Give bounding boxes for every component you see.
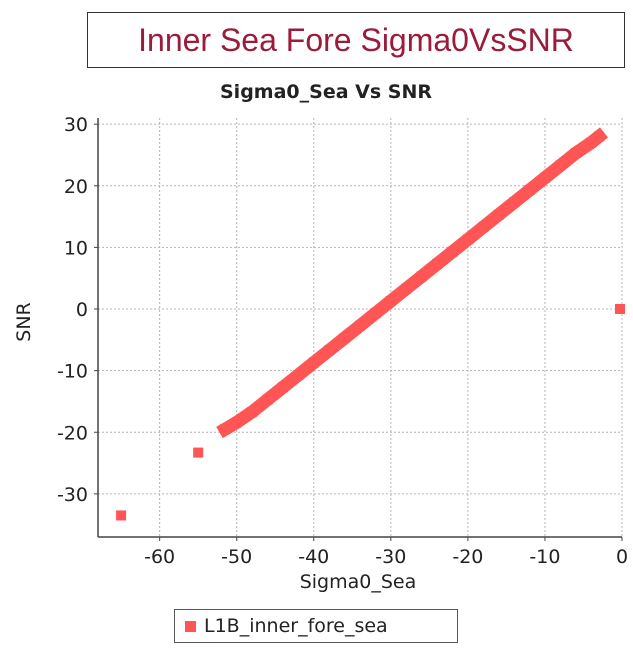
data-point <box>509 197 520 208</box>
legend-label: L1B_inner_fore_sea <box>204 615 388 637</box>
x-tick-label: -60 <box>144 546 175 568</box>
chart-title: Sigma0_Sea Vs SNR <box>220 81 432 103</box>
y-tick-label: -20 <box>57 422 88 444</box>
legend: L1B_inner_fore_sea <box>174 609 458 643</box>
axes <box>94 118 623 541</box>
legend-swatch <box>185 620 196 632</box>
data-point <box>385 296 396 307</box>
page-title: Inner Sea Fore Sigma0VsSNR <box>138 21 574 58</box>
y-tick-label: 0 <box>76 299 88 321</box>
y-tick-label: 30 <box>64 114 88 136</box>
series-points <box>116 131 625 521</box>
scatter-chart: Sigma0_Sea Vs SNR -60 -50 -40 -30 -20 -10 0 30 2… <box>13 81 628 593</box>
data-point <box>593 131 604 142</box>
y-tick-label: 20 <box>64 176 88 198</box>
data-point <box>308 357 319 368</box>
data-point <box>277 382 288 393</box>
data-point <box>247 406 258 417</box>
data-point <box>447 246 458 257</box>
x-tick-label: -10 <box>529 546 560 568</box>
x-axis-label: Sigma0_Sea <box>300 571 417 593</box>
data-point <box>193 447 204 458</box>
x-tick-label: -40 <box>298 546 329 568</box>
data-point <box>524 185 535 196</box>
data-point <box>355 320 365 331</box>
data-point <box>293 369 304 380</box>
y-tick-label: -30 <box>57 484 88 506</box>
data-point <box>586 137 597 148</box>
x-tick-label: 0 <box>616 546 628 568</box>
data-point <box>416 271 427 282</box>
data-point <box>478 222 489 233</box>
data-point <box>570 148 581 159</box>
data-point <box>432 259 443 270</box>
y-tick-label: 10 <box>64 237 88 259</box>
data-point <box>370 308 381 319</box>
data-point <box>231 417 242 428</box>
data-point <box>539 172 550 183</box>
tick-labels: -60 -50 -40 -30 -20 -10 0 30 20 10 0 -10 -20 -30 <box>57 114 628 568</box>
data-point <box>462 234 473 245</box>
grid <box>98 118 623 537</box>
data-point <box>555 160 566 171</box>
data-point <box>324 345 335 356</box>
page-title-box: Inner Sea Fore Sigma0VsSNR <box>87 12 625 68</box>
y-axis-label: SNR <box>13 302 35 341</box>
data-point <box>262 394 273 405</box>
x-tick-label: -20 <box>452 546 483 568</box>
x-tick-label: -30 <box>375 546 406 568</box>
y-tick-label: -10 <box>57 361 88 383</box>
x-tick-label: -50 <box>221 546 252 568</box>
data-point <box>615 304 625 315</box>
data-point <box>220 424 231 435</box>
data-point <box>401 283 412 294</box>
data-point <box>116 510 127 521</box>
data-point <box>339 332 350 343</box>
data-point <box>493 209 504 220</box>
